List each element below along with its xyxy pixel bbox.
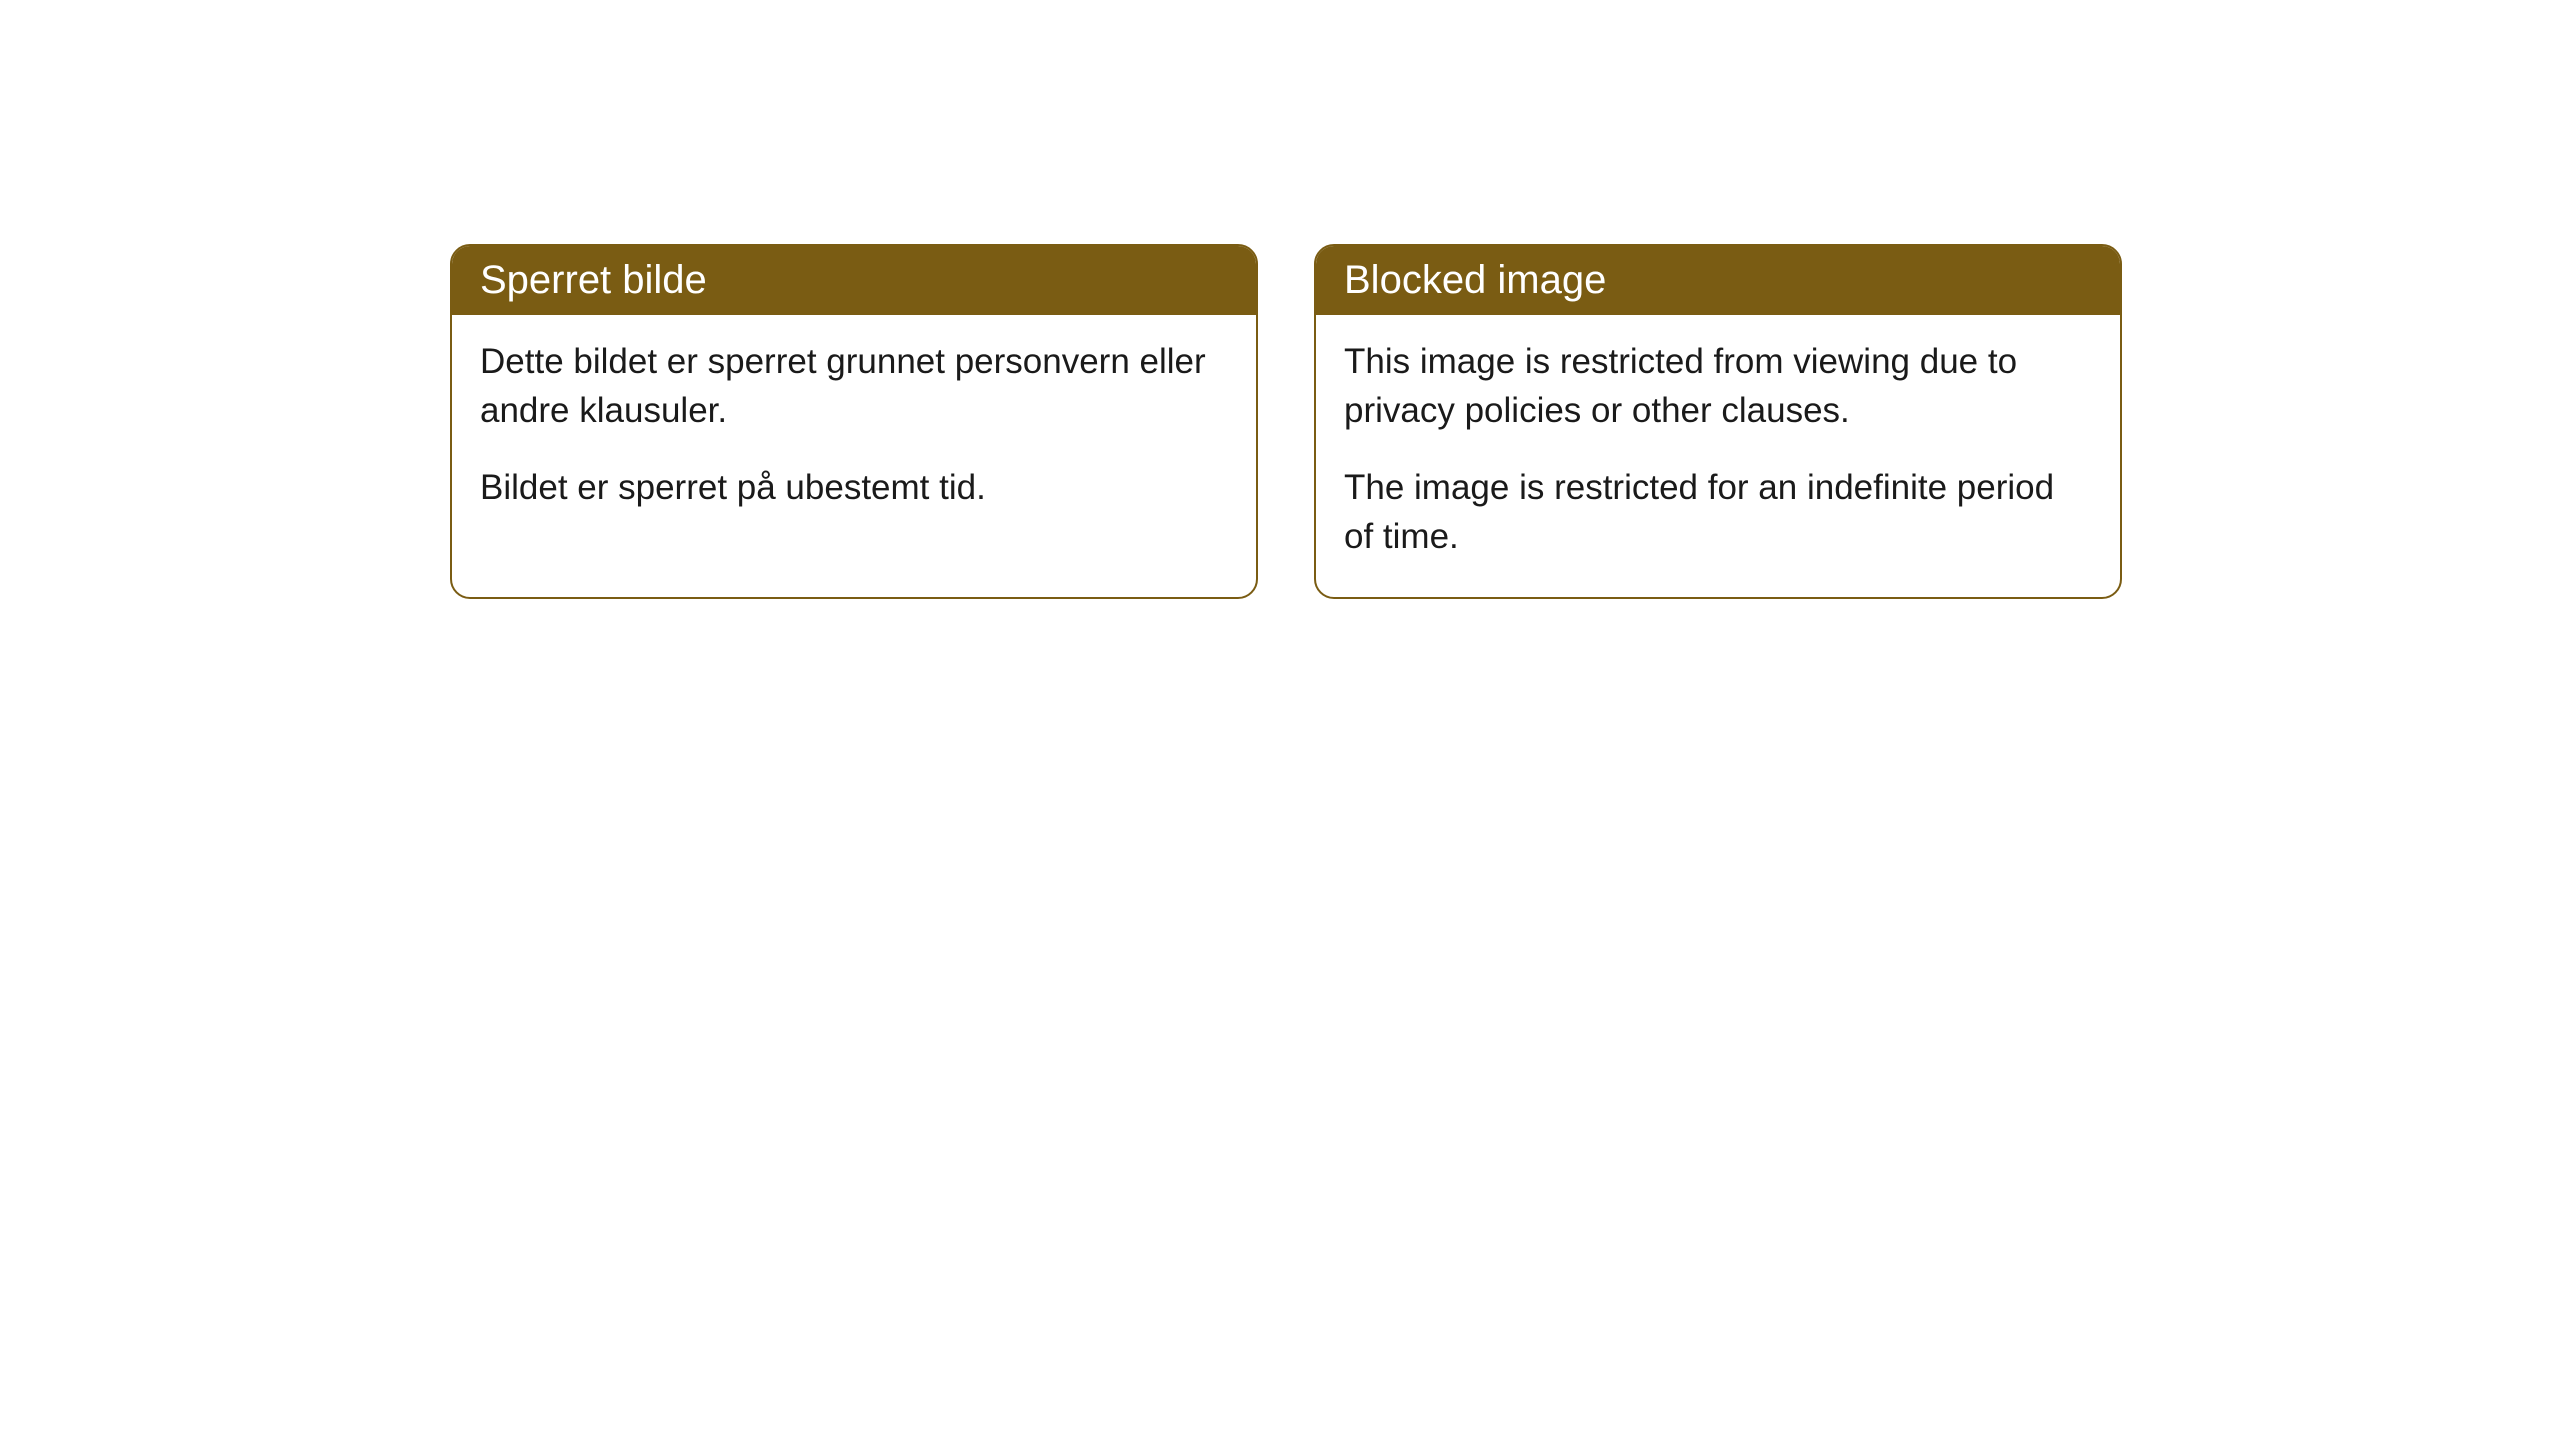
notice-header-norwegian: Sperret bilde [452,246,1256,315]
notice-paragraph2-norwegian: Bildet er sperret på ubestemt tid. [480,463,1228,512]
notice-header-english: Blocked image [1316,246,2120,315]
notice-title-norwegian: Sperret bilde [480,258,707,302]
notice-title-english: Blocked image [1344,258,1606,302]
notice-paragraph1-norwegian: Dette bildet er sperret grunnet personve… [480,337,1228,435]
notice-paragraph1-english: This image is restricted from viewing du… [1344,337,2092,435]
notice-body-english: This image is restricted from viewing du… [1316,315,2120,597]
notice-card-english: Blocked image This image is restricted f… [1314,244,2122,599]
notice-body-norwegian: Dette bildet er sperret grunnet personve… [452,315,1256,548]
notice-card-norwegian: Sperret bilde Dette bildet er sperret gr… [450,244,1258,599]
notice-paragraph2-english: The image is restricted for an indefinit… [1344,463,2092,561]
notices-container: Sperret bilde Dette bildet er sperret gr… [0,0,2560,599]
